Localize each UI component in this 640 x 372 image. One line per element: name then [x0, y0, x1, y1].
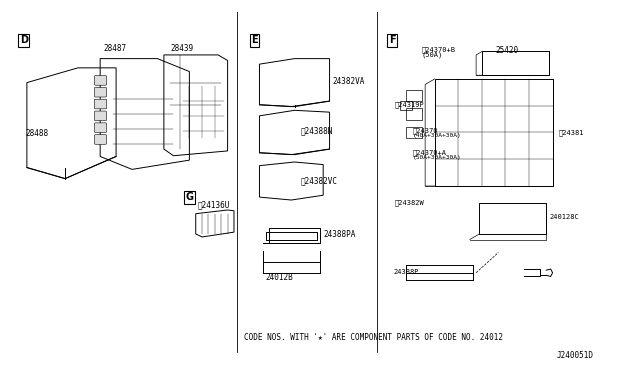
Text: ␤24382W: ␤24382W	[394, 199, 424, 206]
FancyBboxPatch shape	[95, 99, 106, 109]
Bar	[399, 101, 412, 110]
Text: ␤24370: ␤24370	[412, 127, 438, 134]
Text: (50A): (50A)	[422, 52, 444, 58]
FancyBboxPatch shape	[95, 123, 106, 132]
Text: E: E	[251, 35, 258, 45]
Text: 28488: 28488	[26, 129, 49, 138]
Text: (50A+30A+30A): (50A+30A+30A)	[412, 155, 461, 160]
Text: ␤24319P: ␤24319P	[394, 102, 424, 108]
FancyBboxPatch shape	[95, 87, 106, 97]
Text: ␤24136U: ␤24136U	[198, 200, 230, 209]
FancyBboxPatch shape	[95, 76, 106, 85]
Text: 25420: 25420	[495, 46, 518, 55]
Text: ␤24388N: ␤24388N	[301, 127, 333, 136]
Bar	[435, 79, 552, 186]
Text: 28439: 28439	[170, 44, 193, 53]
Text: CODE NOS. WITH '★' ARE COMPONENT PARTS OF CODE NO. 24012: CODE NOS. WITH '★' ARE COMPONENT PARTS O…	[244, 333, 502, 342]
Text: ␤24370+A: ␤24370+A	[412, 150, 446, 156]
Text: 24388PA: 24388PA	[323, 230, 356, 239]
Text: 28487: 28487	[103, 44, 127, 53]
Bar	[406, 109, 422, 119]
Text: 240128C: 240128C	[549, 214, 579, 220]
FancyBboxPatch shape	[95, 111, 106, 121]
FancyBboxPatch shape	[95, 135, 106, 144]
Text: ␤24382VC: ␤24382VC	[301, 176, 338, 185]
Bar	[479, 203, 546, 234]
Bar	[406, 90, 422, 101]
Text: 24012B: 24012B	[266, 273, 294, 282]
Text: 24388P: 24388P	[394, 269, 419, 275]
Text: 24382VA: 24382VA	[333, 77, 365, 86]
Text: F: F	[388, 35, 396, 45]
Text: G: G	[186, 192, 193, 202]
Text: (40A+30A+30A): (40A+30A+30A)	[412, 132, 461, 138]
Text: ␤24370+B: ␤24370+B	[422, 46, 456, 53]
Text: ␤24381: ␤24381	[559, 129, 584, 136]
Bar	[406, 127, 422, 138]
Text: J240051D: J240051D	[557, 351, 594, 360]
Text: D: D	[20, 35, 28, 45]
